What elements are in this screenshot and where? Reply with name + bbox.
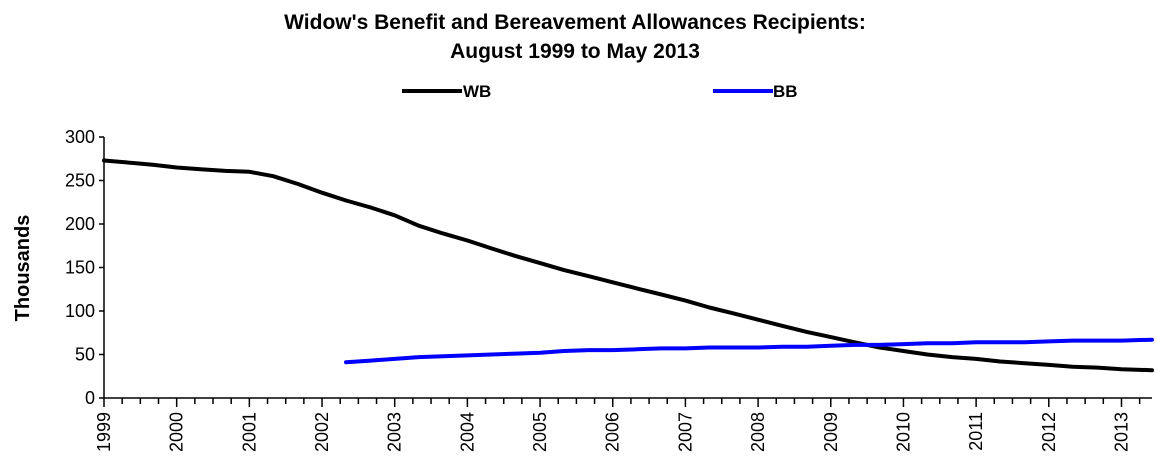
x-tick-label: 2011 [966,412,986,451]
chart-title-line-1: Widow's Benefit and Bereavement Allowanc… [284,11,866,34]
y-tick-label: 300 [65,127,95,147]
x-tick-label: 2007 [675,412,695,452]
x-tick-label: 2002 [312,412,332,452]
legend-label-wb: WB [463,82,491,101]
x-tick-label: 1999 [94,412,114,452]
y-tick-label: 200 [65,214,95,234]
x-tick-label: 2012 [1039,412,1059,452]
x-tick-label: 2005 [530,412,550,452]
x-tick-label: 2000 [167,412,187,452]
y-tick-label: 50 [75,345,95,365]
legend: WB BB [402,82,798,101]
x-axis: 1999 2000 2001 2002 2003 2004 2005 2006 2007 2008… [94,398,1141,452]
y-axis: 0 50 100 150 200 250 300 [65,127,104,408]
series-line-wb [102,158,1154,373]
y-tick-label: 100 [65,301,95,321]
x-tick-label: 2009 [821,412,841,452]
chart-title: Widow's Benefit and Bereavement Allowanc… [284,11,866,63]
x-tick-label: 2003 [385,412,405,452]
x-tick-label: 2008 [748,412,768,452]
y-tick-label: 150 [65,258,95,278]
x-tick-label: 2001 [239,412,259,452]
series-line-bb [344,337,1154,365]
series-layer [102,158,1154,373]
y-tick-label: 0 [85,388,95,408]
legend-label-bb: BB [773,82,798,101]
x-tick-label: 2013 [1111,412,1131,452]
x-tick-label: 2006 [603,412,623,452]
y-axis-label: Thousands [12,215,34,322]
chart-title-line-2: August 1999 to May 2013 [450,40,700,63]
y-tick-label: 250 [65,171,95,191]
x-tick-label: 2004 [457,412,477,452]
x-tick-label: 2010 [893,412,913,452]
